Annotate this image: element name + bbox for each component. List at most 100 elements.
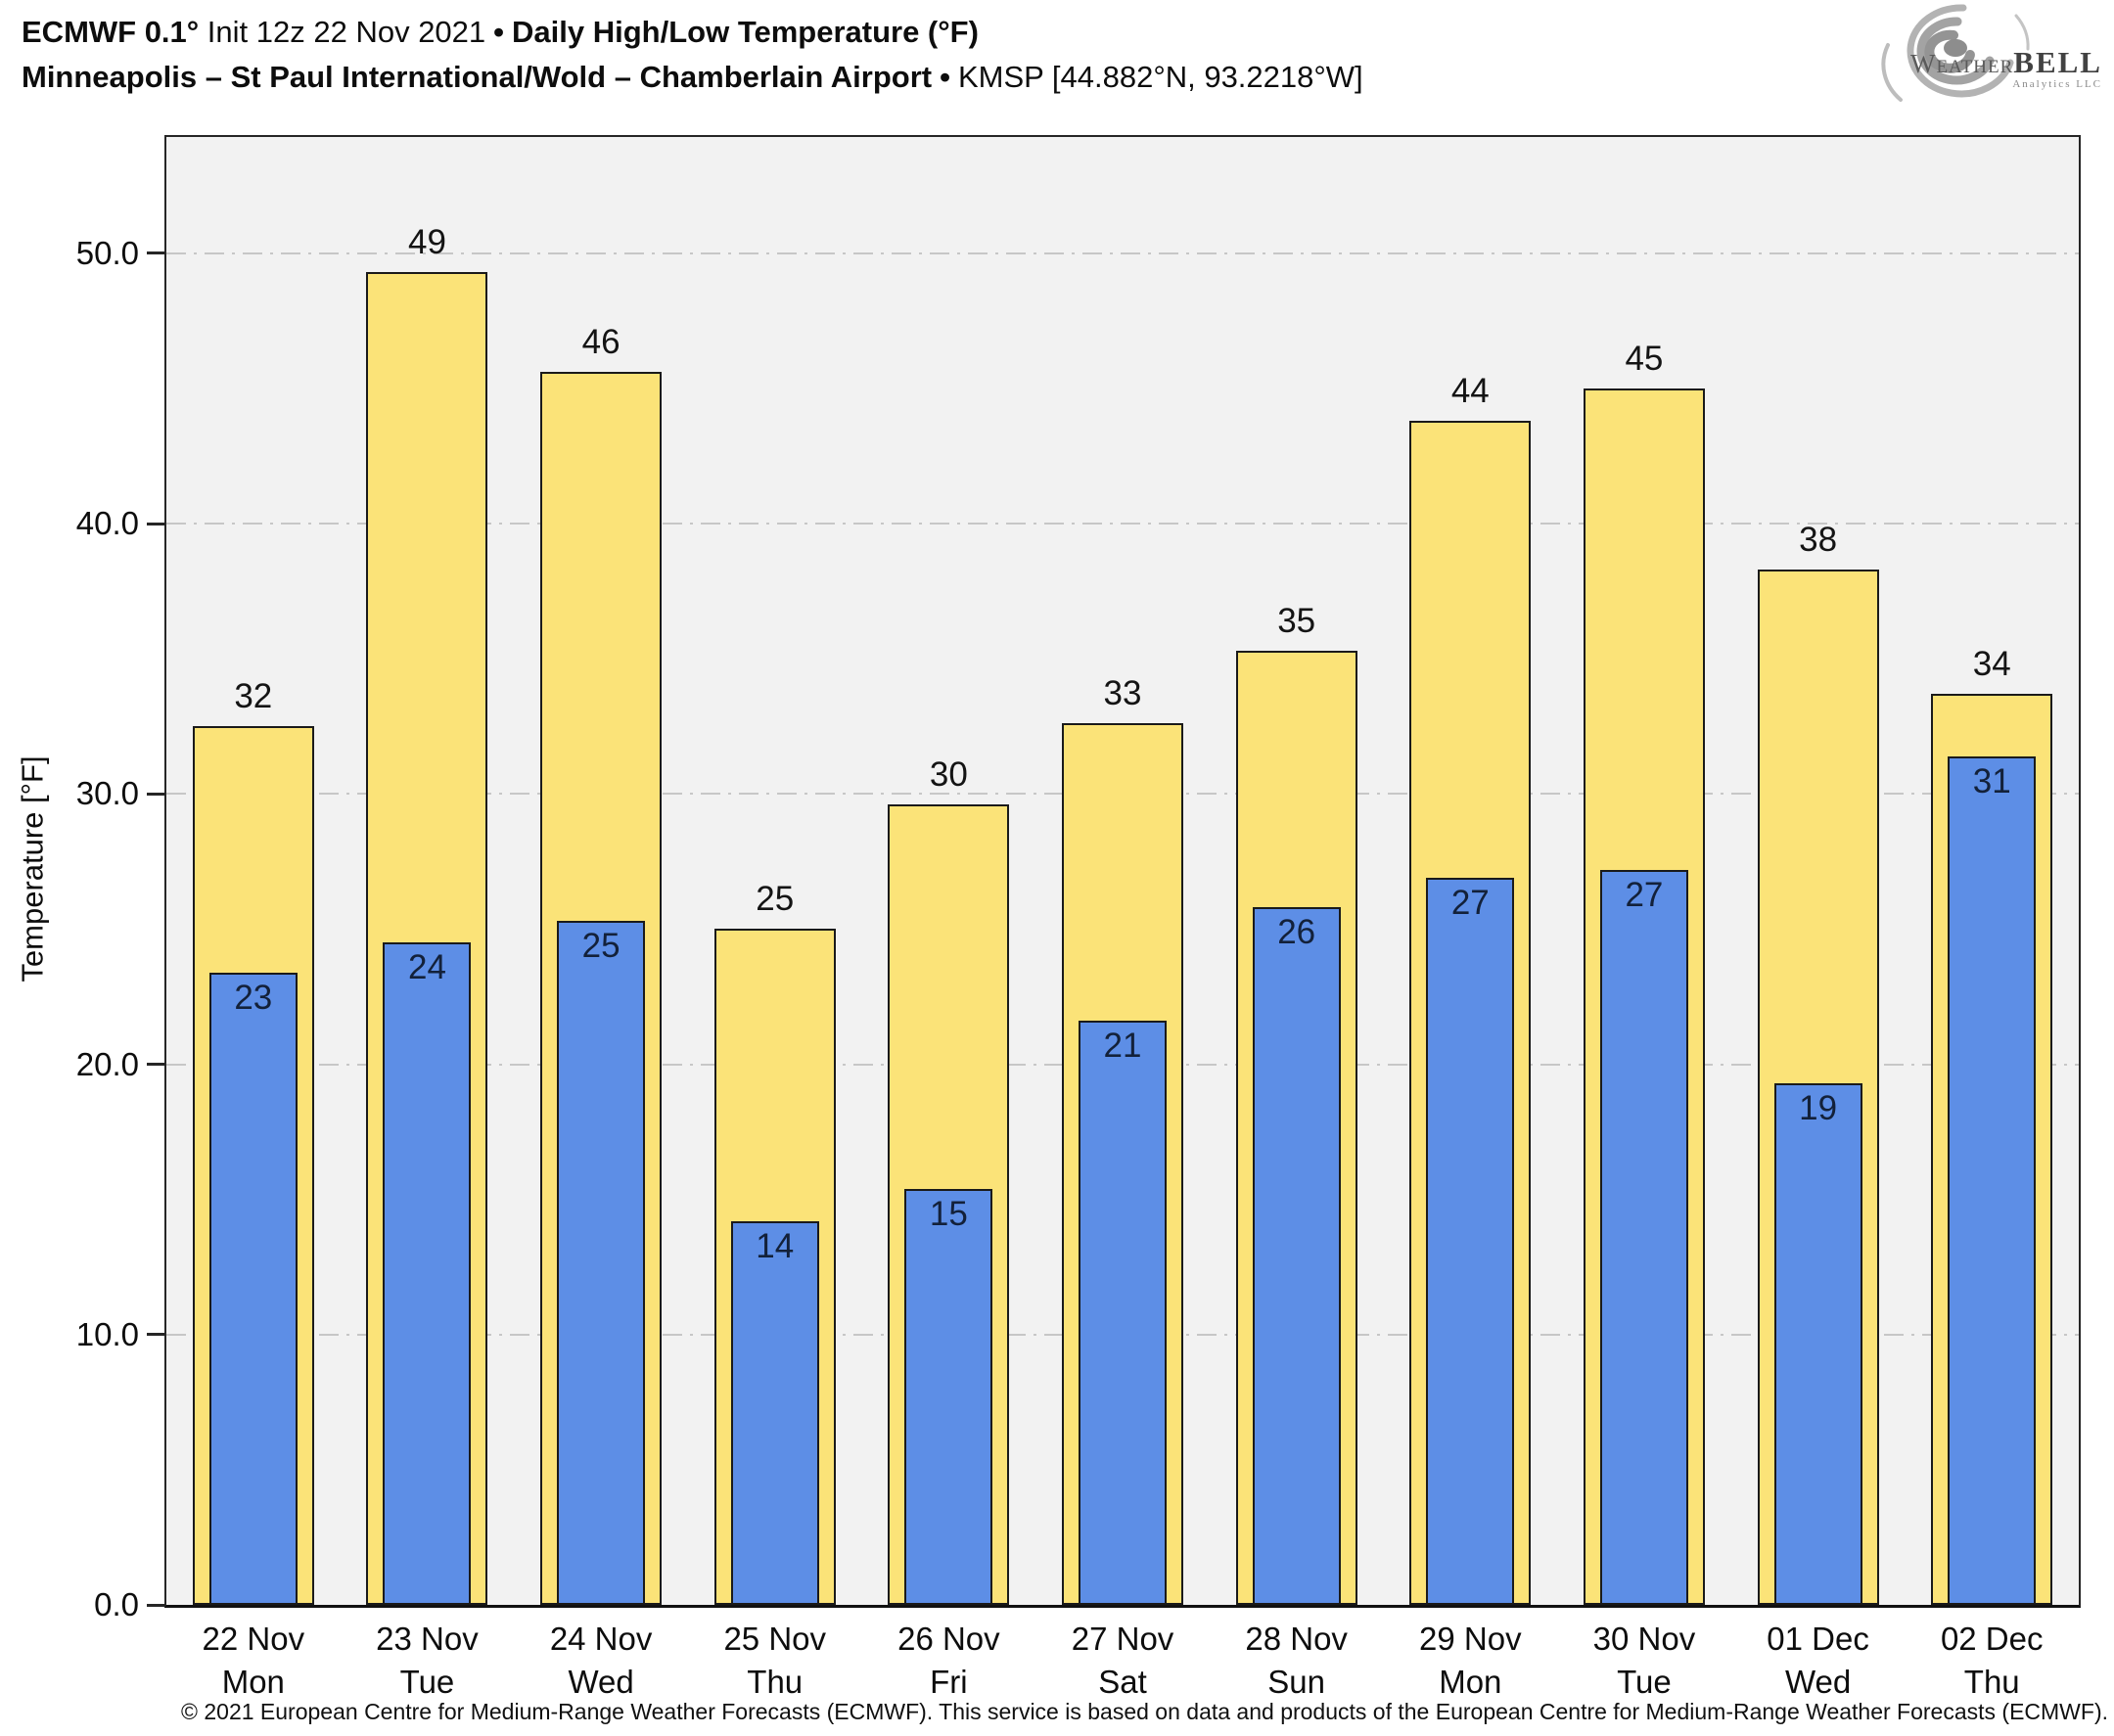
- x-tick-date: 23 Nov: [376, 1621, 479, 1657]
- x-tick-date: 28 Nov: [1245, 1621, 1348, 1657]
- y-tick-mark-40.0: [147, 522, 164, 525]
- high-value-label: 49: [407, 223, 446, 262]
- x-tick-label: 01 Dec Wed: [1731, 1618, 1906, 1704]
- station-name: Minneapolis – St Paul International/Wold…: [22, 60, 933, 94]
- x-tick-label: 28 Nov Sun: [1210, 1618, 1384, 1704]
- low-value-label: 14: [756, 1226, 795, 1265]
- high-value-label: 34: [1972, 645, 2011, 684]
- low-value-label: 23: [234, 978, 273, 1017]
- chart-header: ECMWF 0.1° Init 12z 22 Nov 2021 • Daily Hi…: [22, 10, 1363, 100]
- bar-group-26-nov: 30 15 26 Nov Fri: [862, 137, 1036, 1700]
- model-name: ECMWF 0.1°: [22, 15, 200, 49]
- x-tick-label: 29 Nov Mon: [1383, 1618, 1557, 1704]
- low-bar: 19: [1773, 1082, 1862, 1605]
- copyright-footer: © 2021 European Centre for Medium-Range …: [181, 1699, 2108, 1725]
- gridline-50.0: [166, 251, 2079, 254]
- low-bar: 26: [1252, 907, 1341, 1605]
- x-tick-label: 26 Nov Fri: [862, 1618, 1036, 1704]
- copyright-text: © 2021 European Centre for Medium-Range …: [181, 1699, 2108, 1724]
- y-tick-label-20.0: 20.0: [75, 1045, 139, 1082]
- high-value-label: 38: [1799, 521, 1838, 559]
- x-tick-weekday: Mon: [221, 1664, 285, 1700]
- x-tick-date: 01 Dec: [1767, 1621, 1869, 1657]
- low-value-label: 15: [929, 1194, 968, 1233]
- logo-bell-label: BELL: [2013, 45, 2102, 79]
- y-axis-title-wrap: Temperature [°F]: [8, 135, 59, 1603]
- low-bar: 27: [1599, 869, 1688, 1605]
- bar-group-25-nov: 25 14 25 Nov Thu: [688, 137, 862, 1700]
- gridline-40.0: [166, 523, 2079, 525]
- bar-group-23-nov: 49 24 23 Nov Tue: [341, 137, 515, 1700]
- low-value-label: 21: [1103, 1027, 1142, 1066]
- high-value-label: 33: [1103, 674, 1142, 713]
- low-value-label: 26: [1277, 913, 1316, 952]
- low-value-label: 24: [407, 948, 446, 987]
- low-value-label: 25: [581, 927, 620, 966]
- x-tick-weekday: Sun: [1267, 1664, 1326, 1700]
- high-value-label: 44: [1450, 372, 1490, 411]
- x-tick-label: 30 Nov Tue: [1557, 1618, 1731, 1704]
- low-bar: 31: [1948, 755, 2037, 1605]
- x-tick-date: 24 Nov: [549, 1621, 653, 1657]
- high-value-label: 32: [234, 677, 273, 716]
- high-value-label: 45: [1625, 339, 1664, 378]
- chart-title: ECMWF 0.1° Init 12z 22 Nov 2021 • Daily Hi…: [22, 10, 1363, 55]
- y-tick-label-10.0: 10.0: [75, 1315, 139, 1352]
- x-tick-label: 25 Nov Thu: [688, 1618, 862, 1704]
- low-bar: 14: [730, 1220, 819, 1605]
- high-value-label: 46: [581, 323, 620, 362]
- bar-group-27-nov: 33 21 27 Nov Sat: [1035, 137, 1210, 1700]
- high-value-label: 25: [756, 880, 795, 919]
- low-bar: 25: [557, 921, 646, 1605]
- bar-group-01-dec: 38 19 01 Dec Wed: [1731, 137, 1906, 1700]
- x-tick-weekday: Thu: [1963, 1664, 2020, 1700]
- x-tick-label: 27 Nov Sat: [1035, 1618, 1210, 1704]
- hurricane-swirl-icon: [1881, 4, 2030, 102]
- x-tick-weekday: Tue: [399, 1664, 455, 1700]
- x-tick-weekday: Thu: [747, 1664, 804, 1700]
- logo-text: WeatherBELL Analytics LLC: [1910, 45, 2102, 90]
- x-tick-date: 26 Nov: [897, 1621, 1000, 1657]
- low-bar: 21: [1079, 1021, 1168, 1605]
- bars-layer: 32 23 22 Nov Mon 49 24 23 Nov Tue 46 25 24 Nov Wed 2…: [166, 137, 2079, 1700]
- bar-group-29-nov: 44 27 29 Nov Mon: [1383, 137, 1557, 1700]
- subtitle-bullet: •: [940, 60, 950, 94]
- y-tick-mark-10.0: [147, 1333, 164, 1337]
- y-tick-mark-20.0: [147, 1063, 164, 1067]
- y-tick-label-50.0: 50.0: [75, 234, 139, 271]
- x-tick-label: 23 Nov Tue: [341, 1618, 515, 1704]
- low-bar: 15: [904, 1188, 993, 1605]
- x-tick-label: 22 Nov Mon: [166, 1618, 341, 1704]
- x-tick-date: 22 Nov: [202, 1621, 305, 1657]
- low-value-label: 31: [1972, 761, 2011, 800]
- logo-analytics-label: Analytics LLC: [2012, 78, 2102, 90]
- low-value-label: 27: [1625, 875, 1664, 914]
- high-value-label: 35: [1277, 601, 1316, 640]
- x-tick-weekday: Sat: [1098, 1664, 1147, 1700]
- logo-weather-label: Weather: [1909, 49, 2014, 78]
- low-bar: 23: [208, 972, 298, 1605]
- y-tick-mark-30.0: [147, 792, 164, 796]
- x-tick-weekday: Tue: [1617, 1664, 1672, 1700]
- chart-subtitle: Minneapolis – St Paul International/Wold…: [22, 55, 1363, 100]
- x-tick-weekday: Mon: [1439, 1664, 1502, 1700]
- x-tick-weekday: Wed: [1784, 1664, 1852, 1700]
- weatherbell-logo: WeatherBELL Analytics LLC: [1879, 2, 2104, 112]
- x-tick-date: 27 Nov: [1071, 1621, 1174, 1657]
- y-tick-label-30.0: 30.0: [75, 775, 139, 812]
- y-tick-label-40.0: 40.0: [75, 505, 139, 542]
- low-value-label: 27: [1450, 883, 1490, 922]
- bar-group-24-nov: 46 25 24 Nov Wed: [514, 137, 688, 1700]
- bar-group-02-dec: 34 31 02 Dec Thu: [1905, 137, 2079, 1700]
- y-tick-mark-0.0: [147, 1603, 164, 1607]
- y-tick-mark-50.0: [147, 251, 164, 255]
- x-tick-date: 30 Nov: [1592, 1621, 1696, 1657]
- low-bar: 27: [1426, 877, 1515, 1605]
- low-bar: 24: [383, 942, 472, 1605]
- x-tick-label: 24 Nov Wed: [514, 1618, 688, 1704]
- bar-group-28-nov: 35 26 28 Nov Sun: [1210, 137, 1384, 1700]
- init-time: Init 12z 22 Nov 2021: [199, 15, 486, 49]
- bar-group-30-nov: 45 27 30 Nov Tue: [1557, 137, 1731, 1700]
- x-tick-weekday: Fri: [930, 1664, 968, 1700]
